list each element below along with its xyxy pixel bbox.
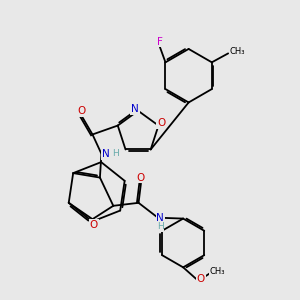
Text: N: N bbox=[102, 149, 110, 159]
Text: CH₃: CH₃ bbox=[229, 47, 245, 56]
Text: CH₃: CH₃ bbox=[210, 267, 225, 276]
Text: O: O bbox=[77, 106, 86, 116]
Text: O: O bbox=[197, 274, 205, 284]
Text: N: N bbox=[131, 104, 139, 114]
Text: H: H bbox=[112, 149, 119, 158]
Text: O: O bbox=[157, 118, 166, 128]
Text: H: H bbox=[157, 222, 164, 231]
Text: F: F bbox=[157, 37, 163, 46]
Text: N: N bbox=[156, 213, 164, 223]
Text: O: O bbox=[137, 172, 145, 183]
Text: O: O bbox=[90, 220, 98, 230]
